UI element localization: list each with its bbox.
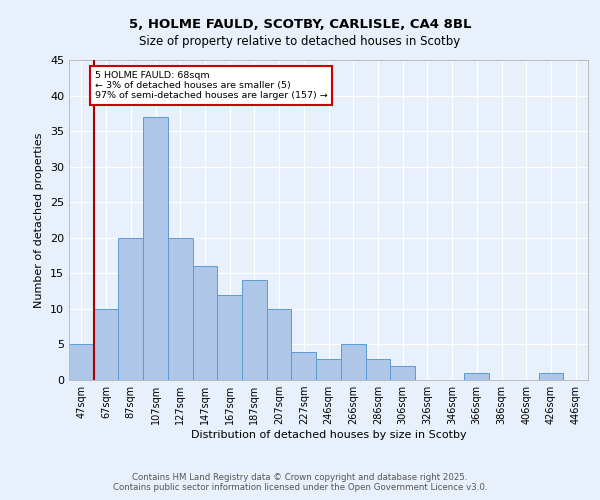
X-axis label: Distribution of detached houses by size in Scotby: Distribution of detached houses by size … [191, 430, 466, 440]
Bar [143, 117, 168, 380]
Bar [168, 238, 193, 380]
Bar [94, 309, 118, 380]
Bar [193, 266, 217, 380]
Bar [292, 352, 316, 380]
Text: 5, HOLME FAULD, SCOTBY, CARLISLE, CA4 8BL: 5, HOLME FAULD, SCOTBY, CARLISLE, CA4 8B… [129, 18, 471, 30]
Bar [390, 366, 415, 380]
Bar [341, 344, 365, 380]
Text: 5 HOLME FAULD: 68sqm
← 3% of detached houses are smaller (5)
97% of semi-detache: 5 HOLME FAULD: 68sqm ← 3% of detached ho… [95, 70, 328, 101]
Bar [69, 344, 94, 380]
Y-axis label: Number of detached properties: Number of detached properties [34, 132, 44, 308]
Text: Size of property relative to detached houses in Scotby: Size of property relative to detached ho… [139, 35, 461, 48]
Bar [217, 294, 242, 380]
Bar [267, 309, 292, 380]
Bar [539, 373, 563, 380]
Bar [118, 238, 143, 380]
Bar [464, 373, 489, 380]
Bar [365, 358, 390, 380]
Text: Contains HM Land Registry data © Crown copyright and database right 2025.
Contai: Contains HM Land Registry data © Crown c… [113, 473, 487, 492]
Bar [242, 280, 267, 380]
Bar [316, 358, 341, 380]
